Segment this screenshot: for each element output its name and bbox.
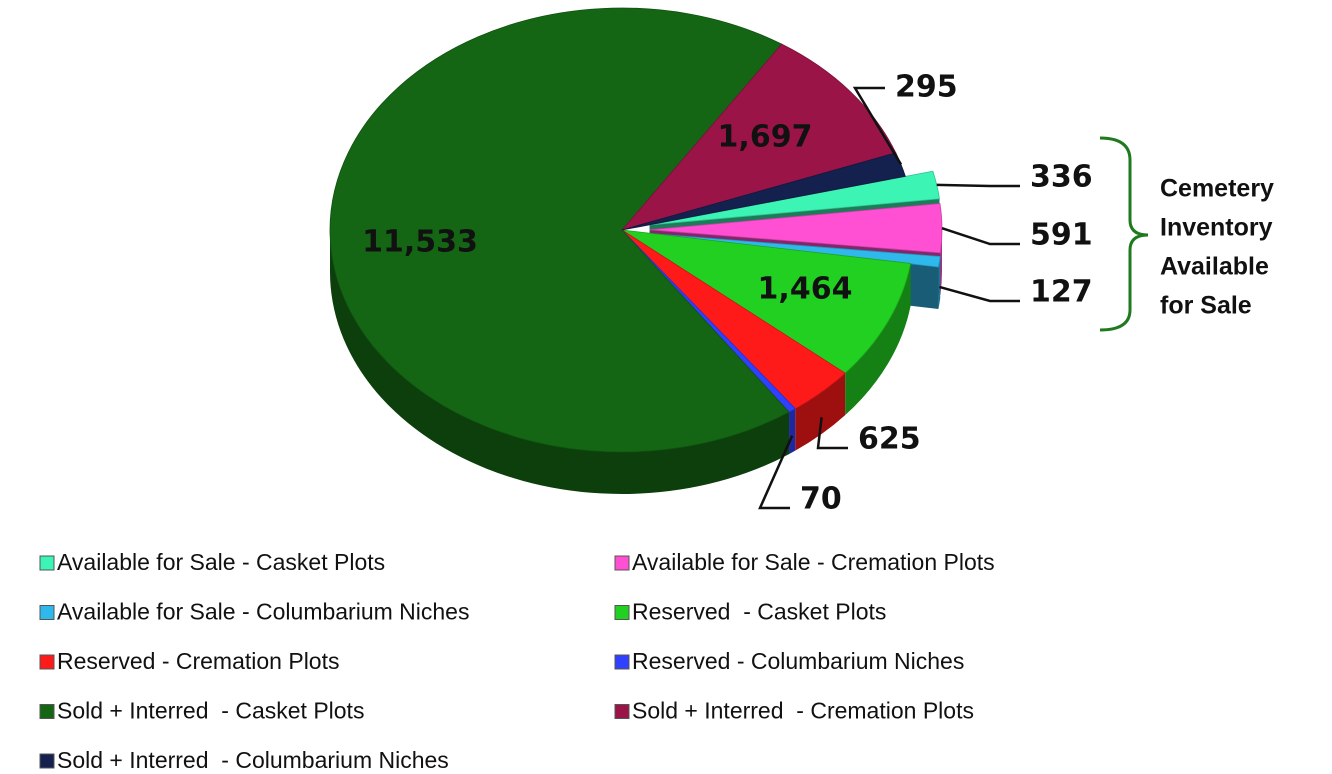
legend-label: Reserved - Cremation Plots [57,648,340,674]
slice [649,203,943,254]
value-label: 127 [1030,275,1093,310]
legend-label: Reserved - Casket Plots [632,599,886,625]
legend-label: Sold + Interred - Columbarium Niches [57,747,449,773]
legend-swatch [39,753,55,769]
legend-swatch [39,555,55,571]
slice [329,7,790,453]
legend-label: Available for Sale - Columbarium Niches [57,599,469,625]
annotation: for Sale [1160,292,1252,320]
legend-swatch [39,605,55,620]
leader-line [936,183,1020,188]
legend-label: Available for Sale - Cremation Plots [632,549,995,575]
leader-line [939,285,1020,303]
annotation: Inventory [1160,214,1273,242]
legend-swatch [614,605,630,620]
value-label: 70 [800,482,842,517]
leader-line [816,417,848,450]
legend-label: Available for Sale - Casket Plots [57,549,385,575]
legend-swatch [614,654,630,670]
value-label: 295 [895,70,958,105]
value-label: 591 [1030,218,1093,253]
slice-side [938,256,941,310]
slice-side [789,408,796,455]
legend-label: Reserved - Columbarium Niches [632,648,964,674]
slice-side [795,373,846,451]
slice [620,43,897,231]
leader-line [941,226,1020,246]
leader-line [852,86,903,166]
legend-swatch [614,704,630,719]
value-label: 336 [1030,160,1093,195]
annotation: Cemetery [1160,175,1274,203]
slice [621,229,912,374]
bracket [1099,136,1149,332]
legend-swatch [614,555,630,571]
leader-line [758,435,794,510]
legend-swatch [39,704,55,719]
annotation: Available [1160,253,1269,281]
legend-swatch [39,654,55,670]
value-label: 1,697 [718,120,813,155]
value-label: 11,533 [362,225,478,260]
slice-side [330,230,790,494]
legend-label: Sold + Interred - Cremation Plots [632,698,974,724]
slice-side [845,263,911,416]
value-label: 1,464 [758,272,853,307]
legend-label: Sold + Interred - Casket Plots [57,698,364,724]
value-label: 625 [858,422,921,457]
